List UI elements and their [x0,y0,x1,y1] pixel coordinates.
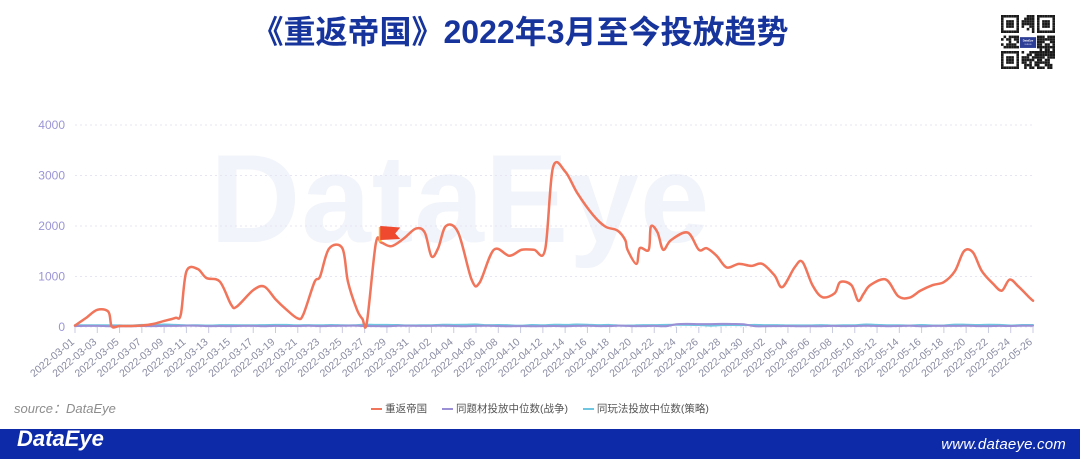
svg-text:4000: 4000 [38,118,65,132]
svg-text:1000: 1000 [38,270,65,284]
svg-text:3000: 3000 [38,169,65,183]
svg-text:0: 0 [58,320,65,334]
svg-text:DataEye: DataEye [1023,38,1034,42]
svg-text:2000: 2000 [38,219,65,233]
